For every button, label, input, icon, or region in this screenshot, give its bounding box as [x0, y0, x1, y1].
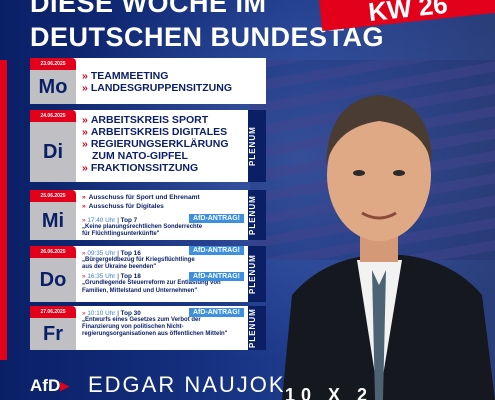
- day-content: » TEAMMEETING » LANDESGRUPPENSITZUNG: [82, 70, 244, 94]
- day-content: » ARBEITSKREIS SPORT » ARBEITSKREIS DIGITA…: [82, 114, 244, 174]
- date-tag: 24.06.2025: [30, 110, 76, 122]
- afd-motion-tag: AfD-ANTRAG!: [188, 214, 244, 223]
- day-card-friday: 27.06.2025 Fr » 10:10 Uhr | Top 30 „Entw…: [30, 306, 266, 350]
- footer-number: 10 X 2: [285, 385, 374, 400]
- day-card-tuesday: 24.06.2025 Di » ARBEITSKREIS SPORT » ARBEI…: [30, 110, 266, 182]
- list-item: » ARBEITSKREIS DIGITALES: [82, 126, 228, 138]
- list-item: » ARBEITSKREIS SPORT: [82, 114, 209, 126]
- date-tag: 23.06.2025: [30, 58, 76, 70]
- day-content: » 10:10 Uhr | Top 30 „Entwurfs eines Ges…: [82, 310, 244, 339]
- date-tag: 26.06.2025: [30, 246, 76, 258]
- date-tag: 27.06.2025: [30, 306, 76, 318]
- list-item: » FRAKTIONSSITZUNG: [82, 162, 199, 174]
- agenda-time: » 09:35 Uhr | Top 16: [82, 250, 141, 257]
- day-abbr: Do: [30, 258, 76, 302]
- day-card-wednesday: 25.06.2025 Mi » Ausschuss für Sport und E…: [30, 190, 266, 240]
- agenda-description: Finanzierung von politischen Nicht-: [82, 324, 184, 331]
- agenda-description: regierungsorganisationen aus öffentliche…: [82, 331, 228, 338]
- agenda-time: » 16:35 Uhr | Top 18: [82, 273, 141, 281]
- day-card-monday: 23.06.2025 Mo » TEAMMEETING » LANDESGRUPPE…: [30, 58, 266, 104]
- date-tag: 25.06.2025: [30, 190, 76, 202]
- afd-motion-tag: AfD-ANTRAG!: [188, 272, 244, 281]
- day-abbr: Di: [30, 122, 76, 182]
- list-item: » Ausschuss für Sport und Ehrenamt: [82, 194, 200, 201]
- agenda-description: Familien, Mittelstand und Unternehmen": [82, 287, 198, 294]
- portrait-photo: [262, 55, 495, 400]
- list-item: » TEAMMEETING: [82, 70, 169, 82]
- plenum-label: PLENUM: [248, 306, 266, 350]
- day-abbr: Fr: [30, 318, 76, 350]
- list-item: ZUM NATO-GIPFEL: [92, 150, 188, 162]
- list-item: » Ausschuss für Digitales: [82, 202, 164, 210]
- list-item: » REGIERUNGSERKLÄRUNG: [82, 138, 229, 150]
- list-item: » LANDESGRUPPENSITZUNG: [82, 82, 233, 94]
- agenda-time: » 10:10 Uhr | Top 30: [82, 310, 141, 317]
- day-card-thursday: 26.06.2025 Do » 09:35 Uhr | Top 16 „Bürg…: [30, 246, 266, 302]
- plenum-label: PLENUM: [248, 246, 266, 302]
- politician-name: EDGAR NAUJOK: [88, 372, 286, 397]
- accent-bar: [0, 60, 7, 360]
- party-logo: AfD▸: [30, 376, 69, 395]
- agenda-description: „Keine planungsrechtlichen Sonderrechte: [82, 224, 203, 231]
- agenda-time: » 17:40 Uhr | Top 7: [82, 217, 138, 225]
- day-abbr: Mi: [30, 202, 76, 240]
- day-content: » Ausschuss für Sport und Ehrenamt » Aussc…: [82, 194, 244, 239]
- afd-motion-tag: AfD-ANTRAG!: [188, 246, 244, 255]
- agenda-description: „Bürgergeldbezug für Kriegsflüchtlinge: [82, 257, 195, 263]
- agenda-description: aus der Ukraine beenden": [82, 264, 157, 271]
- agenda-description: für Flüchtlingsunterkünfte": [82, 231, 160, 238]
- plenum-label: PLENUM: [248, 190, 266, 240]
- agenda-description: „Entwurfs eines Gesetzes zum Verbot der: [82, 317, 201, 323]
- day-content: » 09:35 Uhr | Top 16 „Bürgergeldbezug fü…: [82, 250, 244, 295]
- afd-motion-tag: AfD-ANTRAG!: [188, 308, 244, 317]
- headline-line-1: DIESE WOCHE IM: [30, 0, 267, 18]
- agenda-description: „Grundlegende Steuerreform zur Entlastun…: [82, 280, 221, 287]
- plenum-label: PLENUM: [248, 110, 266, 182]
- day-abbr: Mo: [30, 70, 76, 104]
